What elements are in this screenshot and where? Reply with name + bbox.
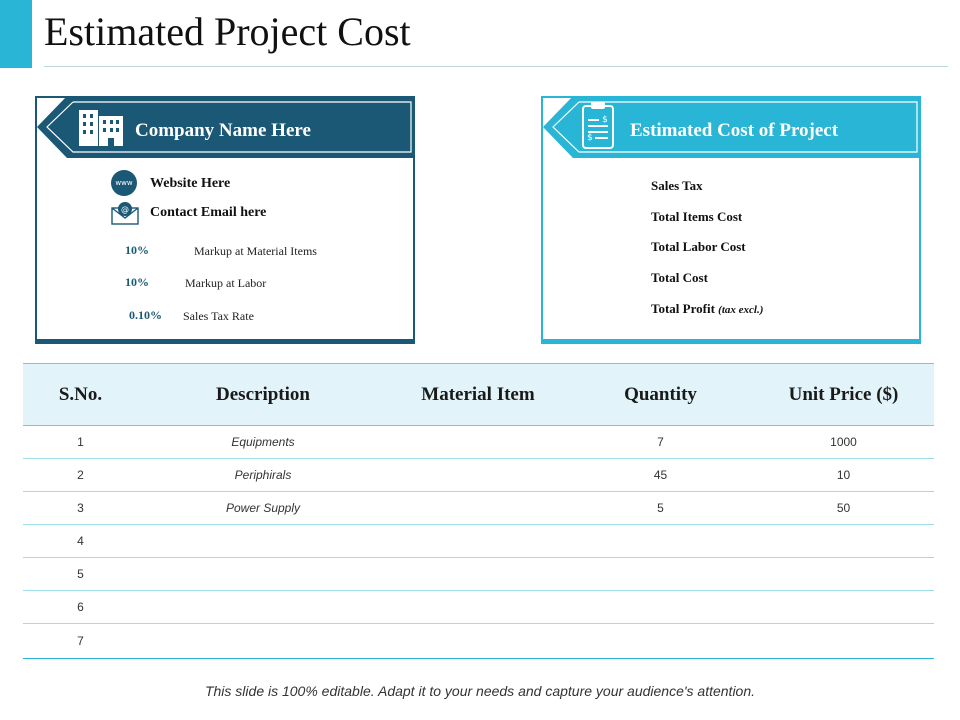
table-row: 1 Equipments 7 1000 (23, 425, 934, 459)
cell-sno: 5 (23, 557, 138, 591)
cell-sno: 2 (23, 458, 138, 492)
estimate-banner: $ $ (543, 96, 921, 158)
material-markup-value: 10% (125, 243, 149, 257)
header-unit-price: Unit Price ($) (753, 363, 934, 426)
total-profit-label: Total Profit (651, 301, 715, 316)
cell-sno: 1 (23, 425, 138, 459)
title-divider (44, 66, 948, 67)
table-body: 1 Equipments 7 1000 2 Periphirals 45 10 … (23, 425, 934, 659)
cell-unit-price: 1000 (753, 425, 934, 459)
sales-tax-rate-value: 0.10% (129, 308, 162, 322)
cell-quantity (568, 623, 753, 659)
cell-description (138, 590, 388, 624)
cell-sno: 6 (23, 590, 138, 624)
estimate-heading: Estimated Cost of Project (630, 120, 839, 141)
svg-text:$: $ (602, 115, 608, 125)
table-row: 4 (23, 524, 934, 558)
cell-quantity: 5 (568, 491, 753, 525)
cell-material-item (388, 557, 568, 591)
estimate-card: $ $ Estimated Cost of Project Sales Tax … (541, 96, 921, 344)
table-row: 5 (23, 557, 934, 591)
page-title: Estimated Project Cost (44, 9, 411, 54)
cell-material-item (388, 491, 568, 525)
cell-material-item (388, 524, 568, 558)
cell-description (138, 557, 388, 591)
cell-description (138, 524, 388, 558)
cell-material-item (388, 590, 568, 624)
cell-description: Periphirals (138, 458, 388, 492)
cost-table: S.No. Description Material Item Quantity… (23, 363, 934, 659)
sales-tax-label: Sales Tax (651, 178, 703, 193)
cell-unit-price (753, 524, 934, 558)
clipboard-dollar-icon: $ $ (582, 102, 614, 149)
header-row: S.No. Description Material Item Quantity… (23, 363, 934, 426)
cell-description: Power Supply (138, 491, 388, 525)
header-sno: S.No. (23, 363, 138, 426)
table-row: 3 Power Supply 5 50 (23, 491, 934, 525)
footer-note: This slide is 100% editable. Adapt it to… (204, 683, 756, 699)
cell-quantity: 7 (568, 425, 753, 459)
svg-text:$: $ (587, 133, 593, 143)
cell-unit-price: 50 (753, 491, 934, 525)
header-description: Description (138, 363, 388, 426)
table-row: 6 (23, 590, 934, 624)
cell-quantity (568, 590, 753, 624)
www-icon: www (111, 170, 137, 196)
cell-sno: 3 (23, 491, 138, 525)
website-text: Website Here (150, 176, 231, 191)
cell-material-item (388, 425, 568, 459)
sales-tax-rate-label: Sales Tax Rate (183, 309, 254, 323)
company-card: Company Name Here www Website Here @ Con… (35, 96, 415, 344)
cell-unit-price (753, 623, 934, 659)
building-icon (79, 110, 123, 146)
total-labor-cost-label: Total Labor Cost (651, 239, 746, 254)
labor-markup-label: Markup at Labor (185, 276, 267, 290)
total-profit-note: (tax excl.) (718, 304, 764, 316)
cell-sno: 7 (23, 623, 138, 659)
svg-text:@: @ (121, 205, 129, 214)
cell-description (138, 623, 388, 659)
cell-quantity (568, 524, 753, 558)
cell-unit-price (753, 590, 934, 624)
email-envelope-icon: @ (111, 202, 139, 225)
cell-unit-price: 10 (753, 458, 934, 492)
cell-sno: 4 (23, 524, 138, 558)
total-items-cost-label: Total Items Cost (651, 209, 743, 224)
cell-description: Equipments (138, 425, 388, 459)
header-quantity: Quantity (568, 363, 753, 426)
cell-quantity: 45 (568, 458, 753, 492)
header-material-item: Material Item (388, 363, 568, 426)
cell-quantity (568, 557, 753, 591)
labor-markup-value: 10% (125, 275, 149, 289)
table-row: 2 Periphirals 45 10 (23, 458, 934, 492)
table-row: 7 (23, 623, 934, 659)
contact-email-text: Contact Email here (150, 205, 267, 220)
table-header: S.No. Description Material Item Quantity… (23, 363, 934, 426)
cell-material-item (388, 623, 568, 659)
cell-unit-price (753, 557, 934, 591)
cell-material-item (388, 458, 568, 492)
company-banner (37, 96, 415, 158)
total-profit-line: Total Profit (tax excl.) (651, 301, 763, 317)
total-cost-label: Total Cost (651, 270, 708, 285)
company-name-heading: Company Name Here (135, 120, 311, 141)
material-markup-label: Markup at Material Items (194, 244, 317, 258)
title-accent-bar (0, 0, 32, 68)
